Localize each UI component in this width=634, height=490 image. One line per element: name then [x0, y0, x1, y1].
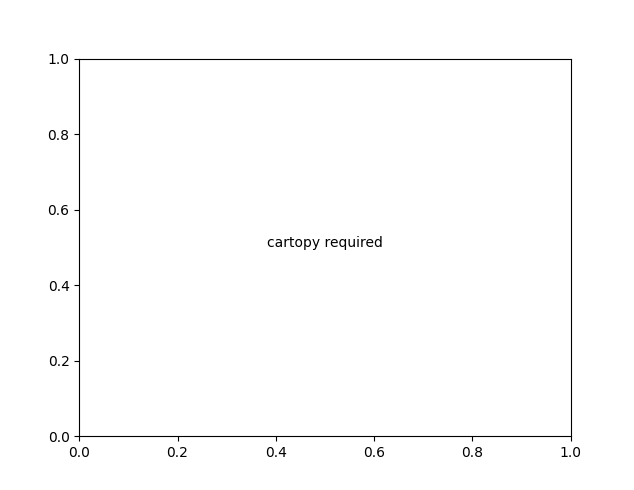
Text: cartopy required: cartopy required	[267, 237, 383, 250]
